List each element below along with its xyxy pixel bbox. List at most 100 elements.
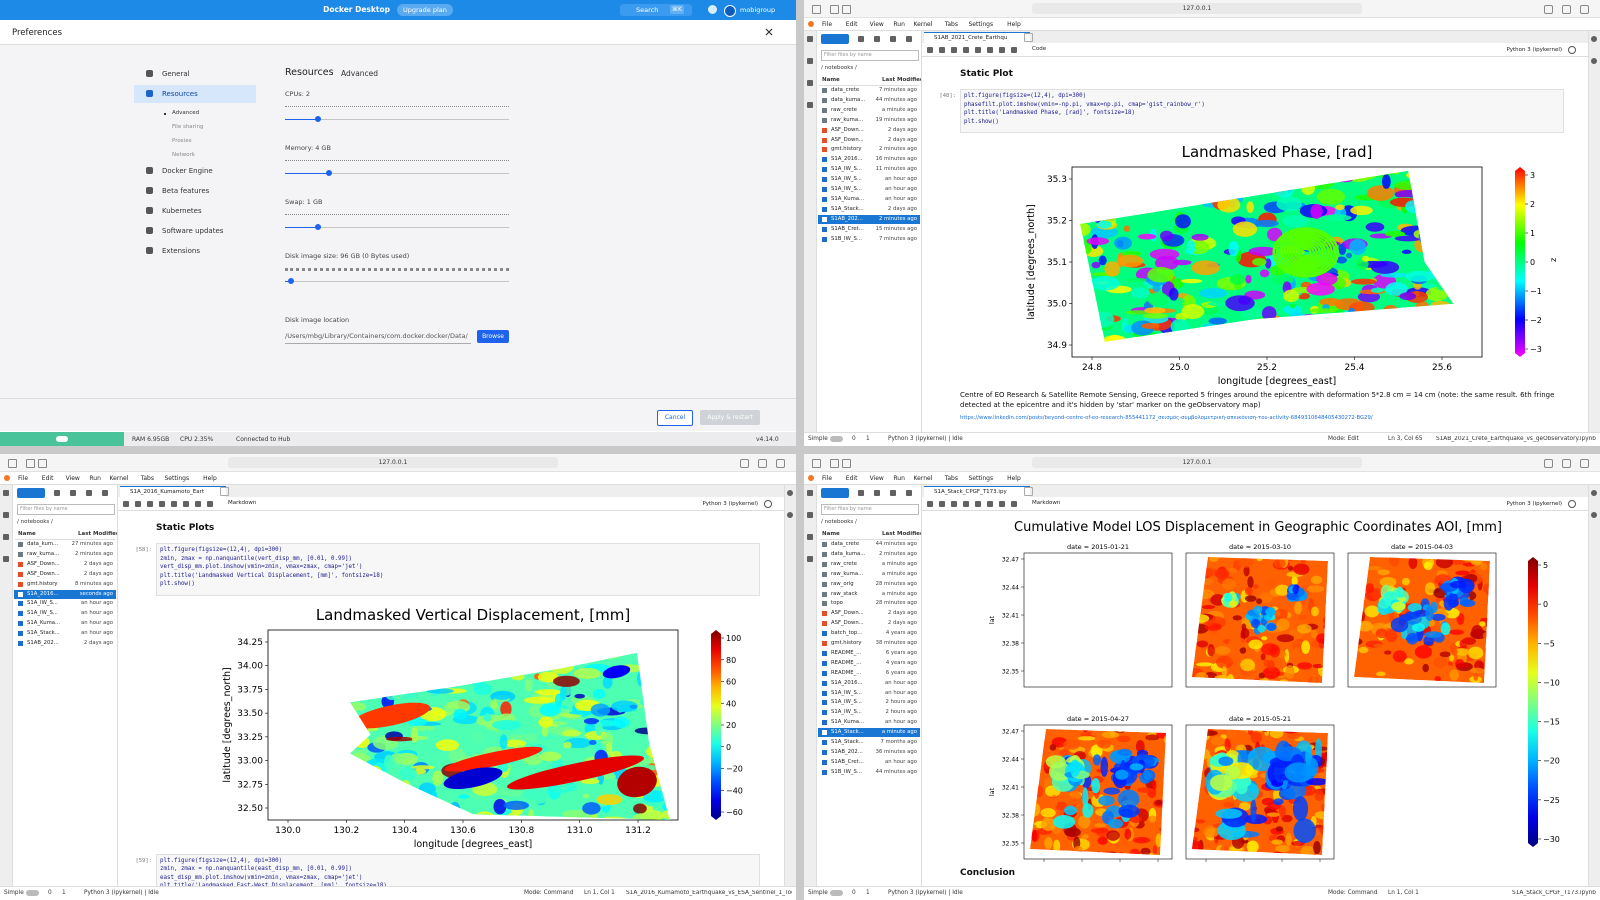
menu-item[interactable]: Settings: [164, 475, 190, 482]
side-icon[interactable]: [807, 556, 813, 562]
file-name[interactable]: S1B_IW_S...: [831, 235, 862, 242]
browser-button[interactable]: [842, 459, 851, 468]
file-name[interactable]: data_crete: [831, 541, 860, 547]
side-icon[interactable]: [807, 36, 813, 42]
toolbar-button[interactable]: [951, 47, 957, 53]
file-name[interactable]: raw_stack: [831, 590, 858, 597]
notebook-tab[interactable]: S1A_2016_Kumamoto_Eart: [120, 486, 226, 498]
url[interactable]: 127.0.0.1: [1182, 5, 1212, 12]
menu-item[interactable]: Tabs: [944, 475, 958, 482]
file-toolbar-icon[interactable]: [906, 36, 912, 42]
file-name[interactable]: README_...: [831, 649, 862, 656]
browser-button[interactable]: [758, 459, 767, 468]
kernel-name[interactable]: Python 3 (ipykernel): [1506, 47, 1562, 53]
tab-close[interactable]: [1024, 33, 1033, 42]
gear-icon[interactable]: [708, 5, 717, 14]
file-name[interactable]: data_kuma...: [831, 550, 866, 557]
toolbar-button[interactable]: [1011, 47, 1017, 53]
file-name[interactable]: S1A_IW_S...: [831, 186, 862, 192]
subnav-item[interactable]: Advanced: [172, 110, 200, 116]
browse-button[interactable]: Browse: [477, 330, 509, 343]
file-name[interactable]: ASF_Down...: [27, 570, 60, 577]
menu-item[interactable]: Tabs: [944, 21, 958, 28]
url[interactable]: 127.0.0.1: [378, 459, 408, 466]
toolbar-button[interactable]: [939, 501, 945, 507]
toolbar-button[interactable]: [963, 47, 969, 53]
file-name[interactable]: ASF_Down...: [831, 126, 864, 133]
file-name[interactable]: S1A_Stack...: [831, 739, 864, 745]
file-name[interactable]: S1A_IW_S...: [27, 610, 58, 617]
slider-knob[interactable]: [287, 278, 294, 284]
side-icon[interactable]: [787, 512, 793, 518]
file-name[interactable]: S1B_IW_S...: [831, 768, 862, 775]
browser-button[interactable]: [812, 459, 821, 468]
file-name[interactable]: S1A_IW_S...: [831, 709, 862, 716]
panel-tab[interactable]: Advanced: [341, 69, 379, 78]
browser-button[interactable]: [26, 459, 35, 468]
column-name[interactable]: Name: [18, 531, 36, 537]
filter-input[interactable]: Filter files by name: [17, 504, 115, 515]
menu-item[interactable]: Help: [203, 475, 217, 482]
markdown-link[interactable]: https://www.linkedin.com/posts/beyond-ce…: [960, 415, 1373, 421]
menu-item[interactable]: Edit: [845, 21, 858, 28]
new-launcher[interactable]: [821, 34, 849, 44]
column-modified[interactable]: Last Modified: [882, 77, 924, 83]
file-toolbar-icon[interactable]: [70, 490, 76, 496]
column-modified[interactable]: Last Modified: [882, 531, 924, 537]
browser-button[interactable]: [812, 5, 821, 14]
file-name[interactable]: raw_crete: [831, 560, 857, 567]
file-name[interactable]: data_crete: [831, 87, 860, 93]
simple-toggle[interactable]: [26, 890, 39, 896]
toolbar-button[interactable]: [135, 501, 141, 507]
browser-button[interactable]: [776, 459, 785, 468]
toolbar-button[interactable]: [183, 501, 189, 507]
user-name[interactable]: mobigroup: [740, 6, 776, 14]
file-name[interactable]: S1A_IW_S...: [831, 699, 862, 706]
menu-item[interactable]: Settings: [968, 475, 994, 482]
side-icon[interactable]: [807, 102, 813, 108]
cell-type-select[interactable]: Markdown: [228, 500, 257, 506]
simple-toggle[interactable]: [830, 436, 843, 442]
file-name[interactable]: batch_top...: [831, 630, 863, 637]
file-name[interactable]: S1A_Kuma...: [831, 195, 865, 202]
close-icon[interactable]: [764, 27, 774, 37]
toolbar-button[interactable]: [963, 501, 969, 507]
file-name[interactable]: S1A_2016...: [831, 679, 863, 686]
toolbar-button[interactable]: [987, 47, 993, 53]
menu-item[interactable]: View: [869, 475, 884, 482]
nav-item[interactable]: General: [162, 70, 190, 78]
url[interactable]: 127.0.0.1: [1182, 459, 1212, 466]
file-name[interactable]: ASF_Down...: [27, 560, 60, 567]
nav-item[interactable]: Beta features: [162, 187, 210, 195]
menu-item[interactable]: Run: [89, 475, 101, 482]
side-icon[interactable]: [3, 556, 9, 562]
kernel-name[interactable]: Python 3 (ipykernel): [702, 501, 758, 507]
simple-toggle[interactable]: [830, 890, 843, 896]
file-name[interactable]: S1A_IW_S...: [831, 689, 862, 696]
panel-tab[interactable]: Resources: [285, 67, 334, 78]
toolbar-button[interactable]: [999, 501, 1005, 507]
file-toolbar-icon[interactable]: [906, 490, 912, 496]
browser-button[interactable]: [8, 459, 17, 468]
notebook-tab[interactable]: S1A_Stack_CPGF_T173.ipy: [924, 486, 1030, 498]
nav-item[interactable]: Docker Engine: [162, 167, 213, 175]
menu-item[interactable]: Kernel: [913, 475, 933, 482]
side-icon[interactable]: [3, 512, 9, 518]
toolbar-button[interactable]: [939, 47, 945, 53]
menu-item[interactable]: Tabs: [140, 475, 154, 482]
subnav-item[interactable]: File sharing: [172, 124, 204, 130]
file-name[interactable]: S1AB_Cret...: [831, 758, 864, 765]
menu-item[interactable]: Kernel: [913, 21, 933, 28]
toolbar-button[interactable]: [927, 47, 933, 53]
tab-close[interactable]: [1024, 487, 1033, 496]
file-name[interactable]: ASF_Down...: [831, 136, 864, 143]
filter-input[interactable]: Filter files by name: [821, 504, 919, 515]
subnav-item[interactable]: Network: [172, 152, 195, 158]
file-name[interactable]: gmt.history: [831, 146, 862, 153]
file-name[interactable]: raw_kuma...: [831, 570, 864, 577]
file-name[interactable]: S1AB_202...: [27, 640, 59, 646]
toolbar-button[interactable]: [999, 47, 1005, 53]
toolbar-button[interactable]: [975, 47, 981, 53]
kernel-name[interactable]: Python 3 (ipykernel): [1506, 501, 1562, 507]
side-icon[interactable]: [787, 490, 793, 496]
